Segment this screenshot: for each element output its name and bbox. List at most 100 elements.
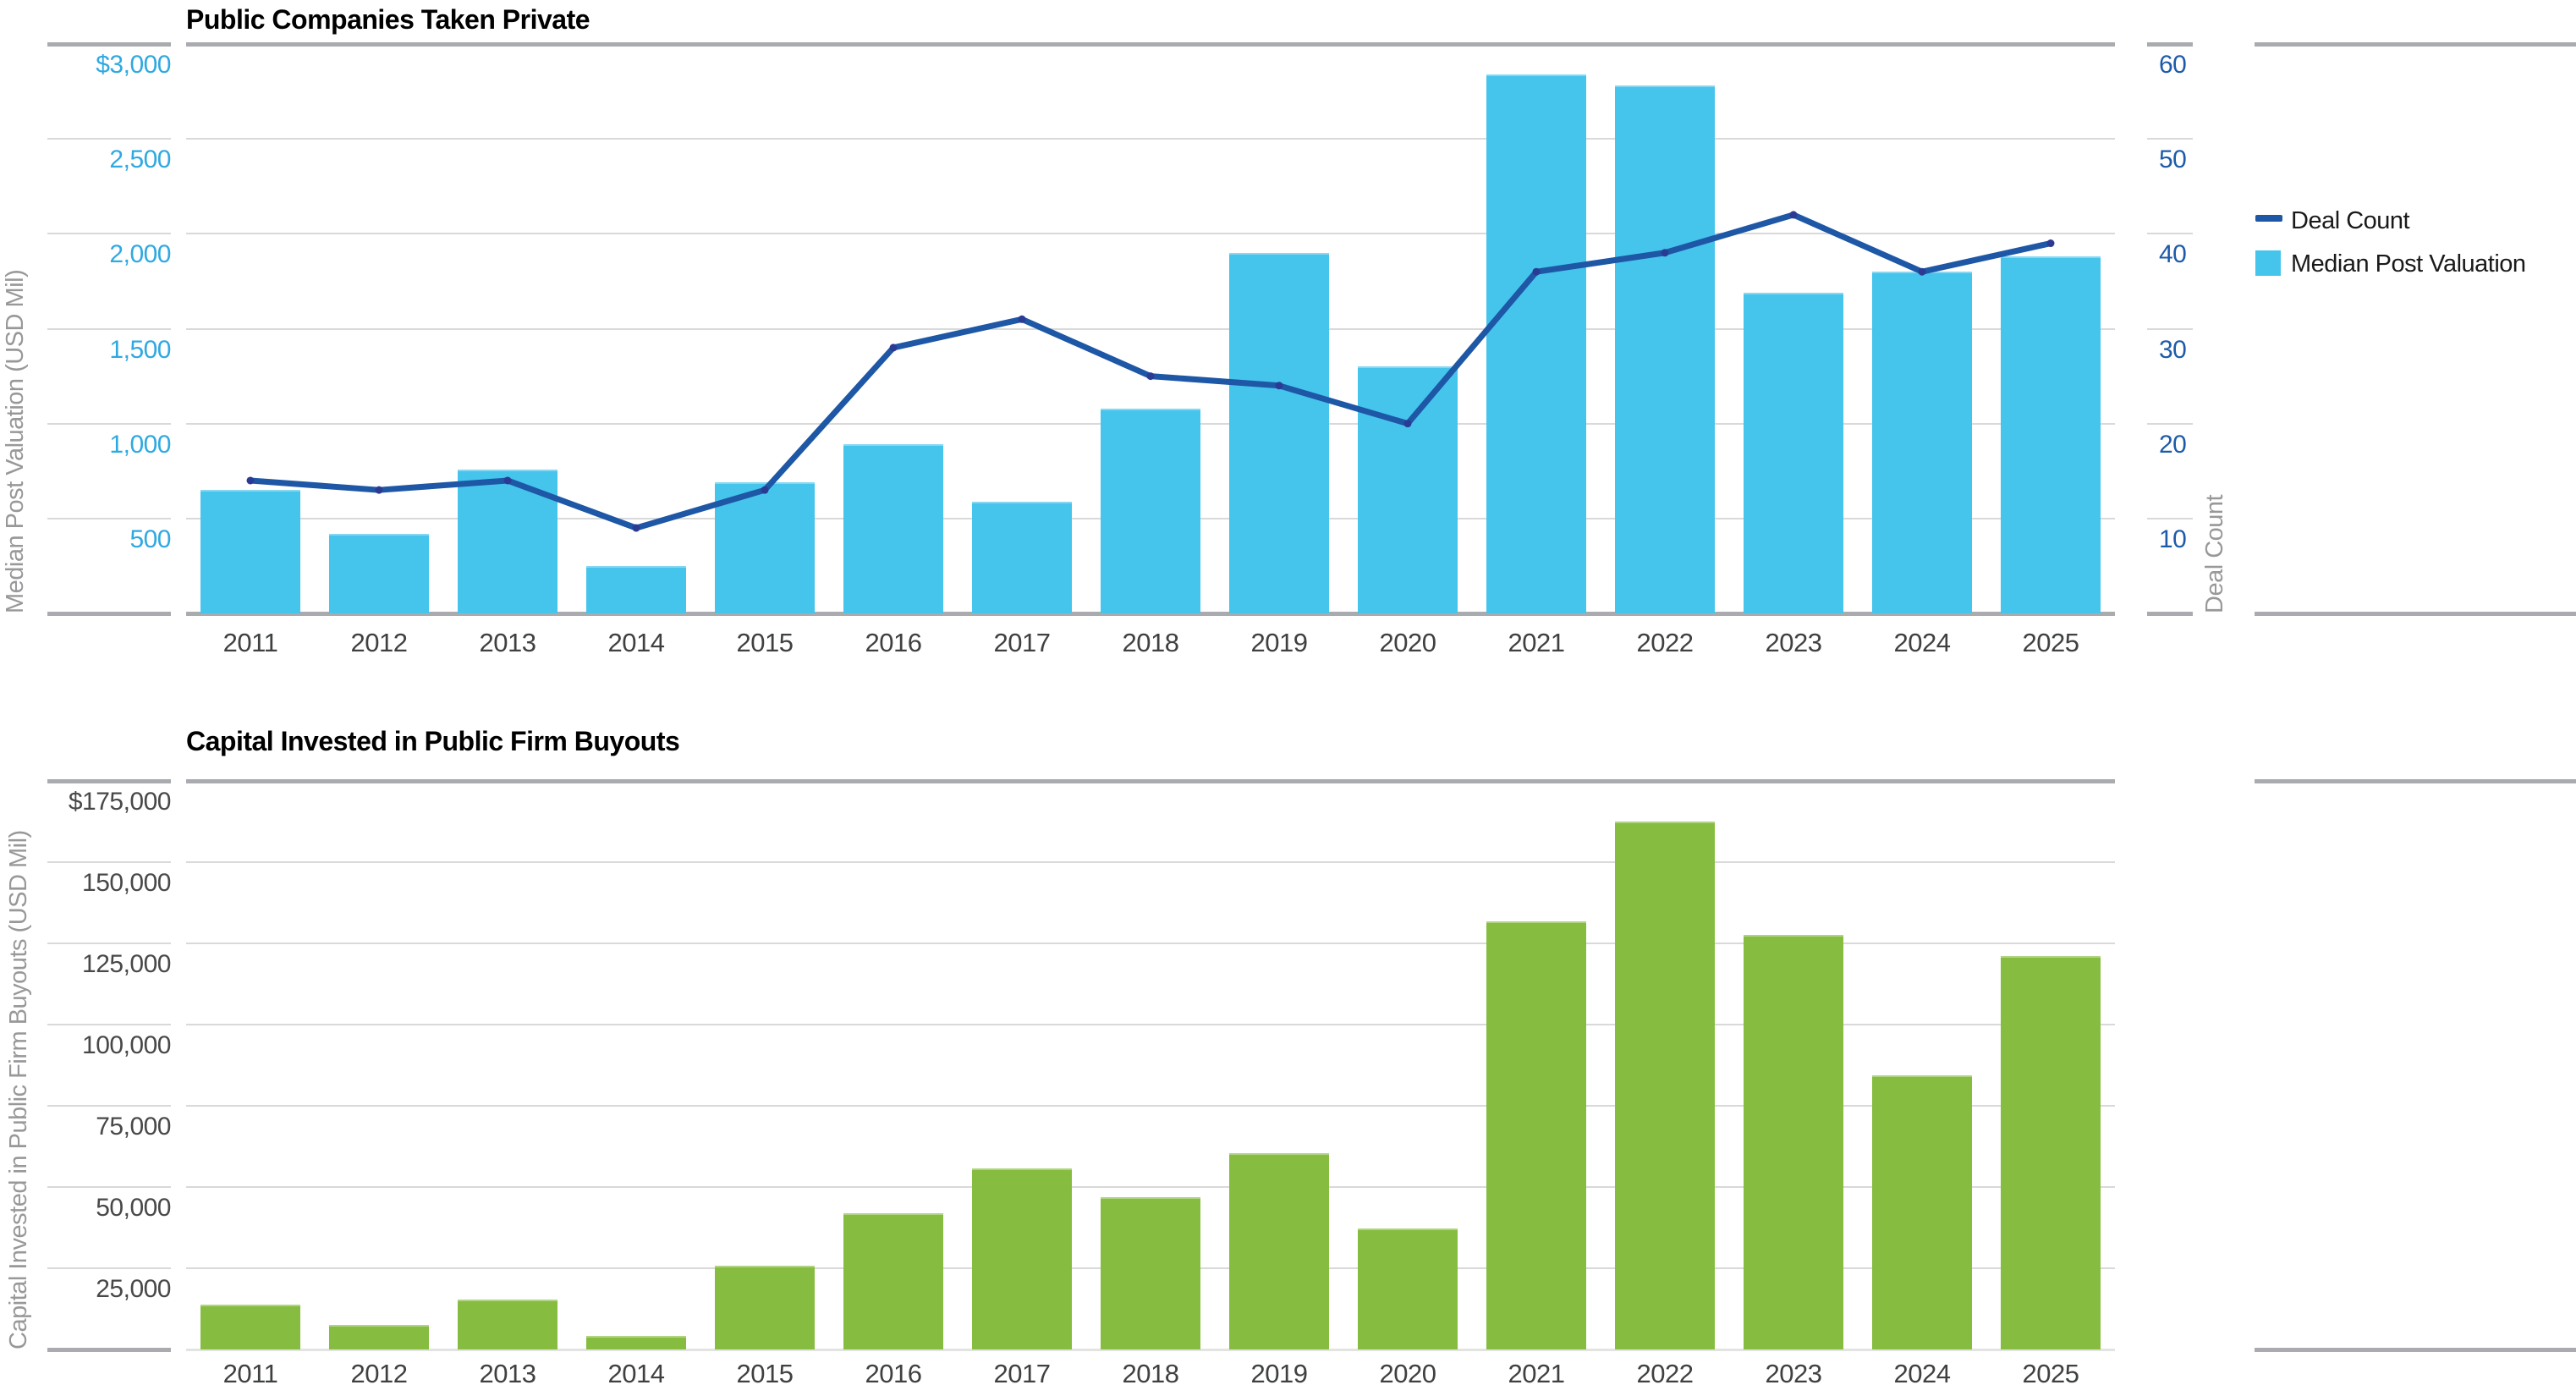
left-axis-tick-label: 500 [129, 525, 171, 553]
x-axis-year-label: 2022 [1636, 1359, 1694, 1388]
left-axis-tick-label: 150,000 [82, 869, 171, 897]
plot-gridline [186, 1024, 2115, 1025]
deal-count-line-swatch-icon [2255, 215, 2282, 222]
right-axis-stub-gridline [2147, 138, 2193, 140]
deal-count-point-2018 [1146, 372, 1155, 381]
bar-2022 [1615, 822, 1715, 1349]
bar-2025 [2001, 256, 2101, 613]
y-axis-stub-gridline [47, 41, 171, 47]
median-post-valuation-swatch-icon [2255, 250, 2281, 276]
left-axis-tick-label: $3,000 [96, 51, 171, 79]
bar-2013 [458, 1299, 557, 1349]
right-axis-stub-gridline [2147, 233, 2193, 235]
bar-2016 [843, 1212, 943, 1349]
plot-baseline [186, 1348, 2115, 1351]
x-axis-year-label: 2014 [607, 1359, 665, 1388]
x-axis-year-label: 2025 [2022, 628, 2079, 657]
right-margin-gridline [2255, 611, 2576, 616]
right-axis-tick-label: 10 [2159, 525, 2187, 553]
y-axis-stub-gridline [47, 1186, 171, 1188]
x-axis-year-label: 2021 [1508, 1359, 1565, 1388]
left-axis-tick-label: $175,000 [68, 788, 172, 816]
bar-2018 [1101, 408, 1200, 613]
right-axis-stub-gridline [2147, 327, 2193, 330]
top-right-axis-title: Deal Count [2201, 494, 2228, 613]
x-axis-year-label: 2015 [736, 628, 794, 657]
deal-count-point-2025 [2046, 239, 2055, 248]
deal-count-point-2011 [246, 476, 255, 485]
bar-2017 [972, 1168, 1072, 1349]
bar-2016 [843, 444, 943, 613]
right-axis-stub-gridline [2147, 41, 2193, 47]
deal-count-point-2021 [1532, 267, 1541, 276]
deal-count-point-2019 [1275, 382, 1283, 390]
x-axis-year-label: 2012 [350, 628, 408, 657]
deal-count-point-2014 [632, 524, 640, 532]
bar-2012 [329, 533, 429, 613]
left-axis-tick-label: 125,000 [82, 950, 171, 978]
right-axis-tick-label: 40 [2159, 240, 2187, 269]
legend-label-median-post-valuation: Median Post Valuation [2291, 250, 2526, 278]
right-axis-tick-label: 50 [2159, 146, 2187, 174]
right-axis-tick-label: 20 [2159, 430, 2187, 459]
right-margin-gridline [2255, 41, 2576, 47]
bar-2017 [972, 501, 1072, 613]
bar-2019 [1229, 252, 1329, 613]
x-axis-year-label: 2021 [1508, 628, 1565, 657]
bar-2023 [1744, 292, 1843, 613]
x-axis-year-label: 2011 [222, 628, 278, 657]
bar-2022 [1615, 85, 1715, 613]
bar-2012 [329, 1325, 429, 1349]
plot-gridline [186, 327, 2115, 330]
x-axis-year-label: 2018 [1122, 628, 1179, 657]
x-axis-year-label: 2016 [865, 1359, 922, 1388]
deal-count-point-2013 [503, 476, 512, 485]
bar-2011 [200, 490, 300, 613]
x-axis-year-label: 2017 [993, 628, 1051, 657]
x-axis-year-label: 2019 [1250, 628, 1308, 657]
bar-2014 [586, 565, 686, 613]
y-axis-stub-gridline [47, 327, 171, 330]
x-axis-year-label: 2012 [350, 1359, 408, 1388]
x-axis-year-label: 2016 [865, 628, 922, 657]
x-axis-year-label: 2017 [993, 1359, 1051, 1388]
left-axis-tick-label: 50,000 [96, 1194, 171, 1222]
right-axis-stub-gridline [2147, 517, 2193, 519]
bar-2019 [1229, 1152, 1329, 1349]
bar-2015 [715, 482, 815, 613]
x-axis-year-label: 2019 [1250, 1359, 1308, 1388]
plot-gridline [186, 861, 2115, 863]
y-axis-stub-gridline [47, 422, 171, 425]
x-axis-year-label: 2014 [607, 628, 665, 657]
bar-2023 [1744, 935, 1843, 1349]
bottom-chart-title: Capital Invested in Public Firm Buyouts [186, 726, 680, 756]
left-axis-tick-label: 1,500 [109, 335, 171, 364]
bar-2020 [1358, 366, 1458, 613]
plot-baseline [186, 611, 2115, 616]
x-axis-year-label: 2020 [1379, 628, 1436, 657]
right-margin-gridline [2255, 1347, 2576, 1352]
bar-2015 [715, 1265, 815, 1349]
bar-2011 [200, 1305, 300, 1349]
x-axis-year-label: 2025 [2022, 1359, 2079, 1388]
y-axis-stub-gridline [47, 1267, 171, 1269]
right-axis-stub-gridline [2147, 422, 2193, 425]
right-axis-tick-label: 60 [2159, 51, 2187, 79]
deal-count-line-layer [246, 211, 2055, 532]
bar-2018 [1101, 1196, 1200, 1349]
plot-gridline [186, 778, 2115, 783]
deal-count-point-2023 [1789, 211, 1798, 219]
left-axis-tick-label: 100,000 [82, 1031, 171, 1059]
right-axis-tick-label: 30 [2159, 335, 2187, 364]
left-axis-tick-label: 2,500 [109, 146, 171, 174]
x-axis-year-label: 2015 [736, 1359, 794, 1388]
x-axis-year-label: 2013 [479, 1359, 536, 1388]
plot-gridline [186, 233, 2115, 235]
deal-count-line [247, 212, 2054, 531]
y-axis-stub-gridline [47, 1024, 171, 1025]
y-axis-stub-gridline [47, 233, 171, 235]
right-margin-gridline [2255, 778, 2576, 783]
x-axis-year-label: 2024 [1893, 1359, 1951, 1388]
left-axis-tick-label: 2,000 [109, 240, 171, 269]
deal-count-point-2017 [1018, 315, 1026, 323]
